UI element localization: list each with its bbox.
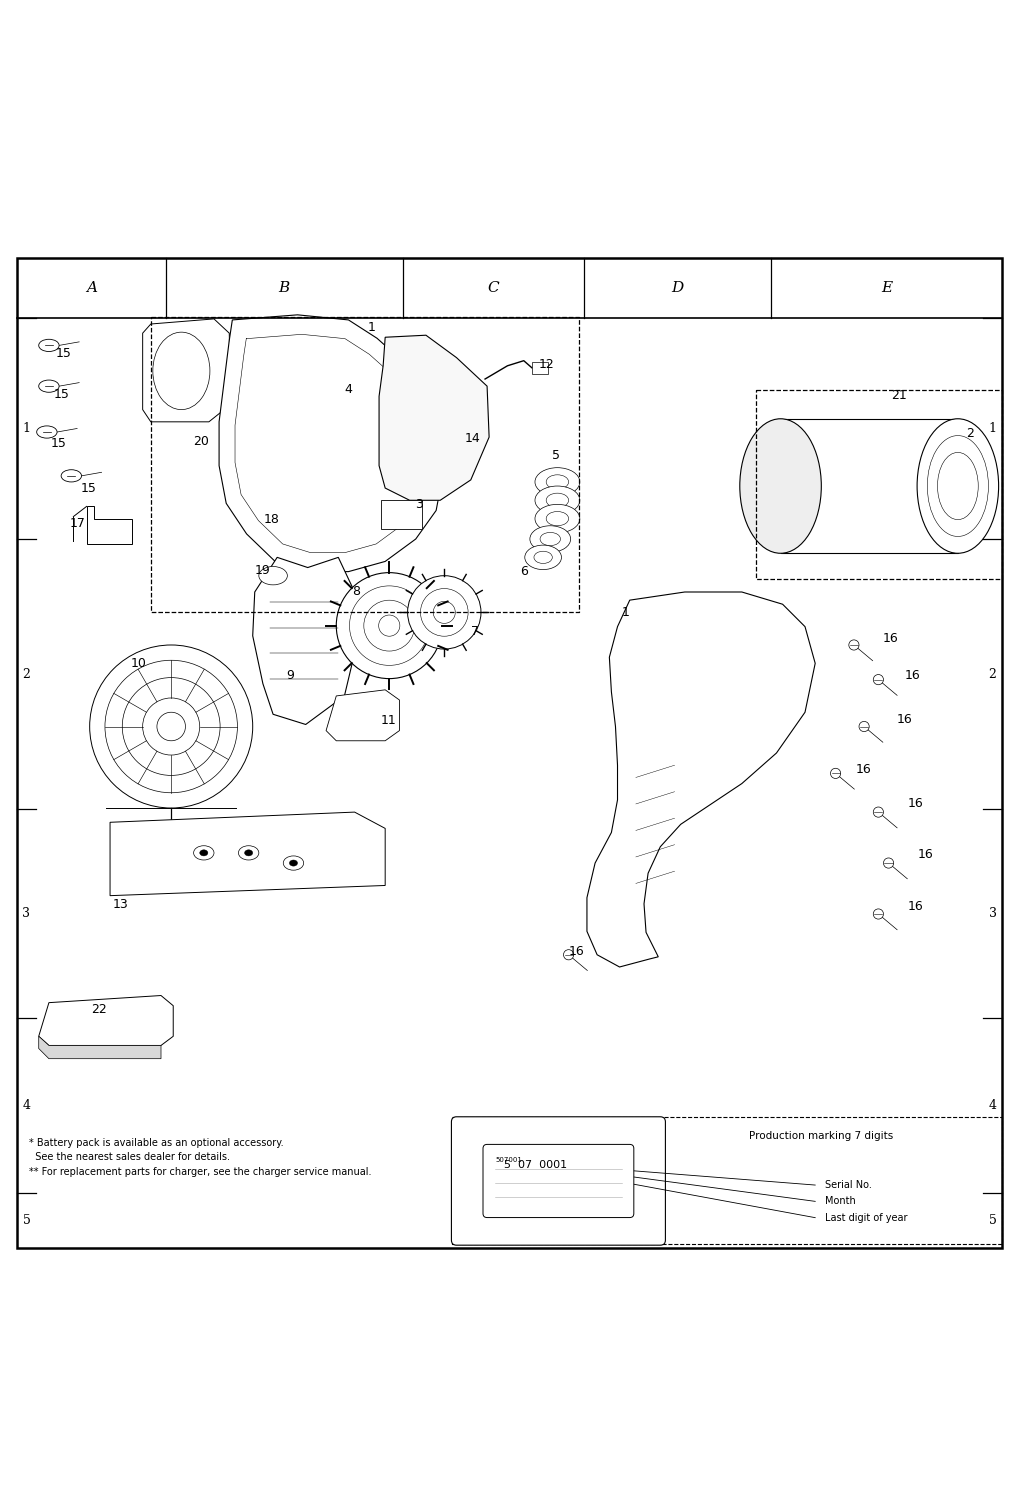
Polygon shape [39, 1036, 161, 1059]
Text: 17: 17 [69, 517, 86, 530]
Text: 12: 12 [538, 358, 554, 372]
Ellipse shape [259, 566, 287, 584]
Ellipse shape [849, 640, 859, 651]
Text: 2: 2 [966, 426, 974, 440]
Text: ** For replacement parts for charger, see the charger service manual.: ** For replacement parts for charger, se… [29, 1167, 371, 1176]
Text: 18: 18 [264, 514, 280, 526]
Text: 16: 16 [897, 712, 913, 726]
Text: 3: 3 [988, 907, 997, 920]
Text: 5: 5 [988, 1214, 997, 1227]
Ellipse shape [830, 768, 841, 779]
Text: 5: 5 [22, 1214, 31, 1227]
Text: 1: 1 [622, 605, 630, 619]
Ellipse shape [37, 426, 57, 438]
Ellipse shape [740, 419, 821, 553]
Polygon shape [253, 557, 355, 724]
Text: 10: 10 [130, 657, 147, 670]
Ellipse shape [530, 526, 571, 553]
Text: 3: 3 [415, 498, 423, 511]
Ellipse shape [873, 910, 883, 919]
Text: 19: 19 [255, 565, 271, 577]
Bar [381, 500, 422, 529]
Ellipse shape [408, 575, 481, 649]
FancyBboxPatch shape [483, 1145, 634, 1217]
Text: 7: 7 [471, 625, 479, 639]
Ellipse shape [564, 950, 574, 959]
Polygon shape [781, 419, 958, 553]
Text: 16: 16 [907, 798, 923, 810]
Text: 11: 11 [380, 714, 396, 727]
Text: * Battery pack is available as an optional accessory.: * Battery pack is available as an option… [29, 1139, 283, 1148]
Text: E: E [881, 280, 892, 295]
Text: 2: 2 [988, 667, 997, 681]
Polygon shape [587, 592, 815, 967]
Ellipse shape [525, 545, 561, 569]
Text: 15: 15 [51, 437, 67, 450]
Ellipse shape [289, 860, 298, 866]
Text: 1: 1 [368, 321, 376, 333]
FancyBboxPatch shape [451, 1117, 665, 1245]
Ellipse shape [873, 807, 883, 818]
Ellipse shape [245, 849, 253, 855]
Text: Serial No.: Serial No. [825, 1181, 872, 1190]
Polygon shape [143, 319, 230, 422]
Text: Month: Month [825, 1196, 856, 1206]
Text: See the nearest sales dealer for details.: See the nearest sales dealer for details… [29, 1152, 229, 1163]
Text: 16: 16 [882, 633, 899, 646]
Text: Last digit of year: Last digit of year [825, 1212, 908, 1223]
Text: 5: 5 [552, 449, 560, 462]
Ellipse shape [336, 572, 442, 679]
Polygon shape [110, 812, 385, 896]
Text: 2: 2 [22, 667, 31, 681]
Ellipse shape [535, 505, 580, 533]
Ellipse shape [873, 675, 883, 685]
Text: 5  07  0001: 5 07 0001 [504, 1160, 568, 1170]
Text: 16: 16 [907, 901, 923, 913]
Ellipse shape [859, 721, 869, 732]
Polygon shape [326, 690, 399, 741]
Text: 15: 15 [81, 482, 97, 494]
Ellipse shape [200, 849, 208, 855]
Text: Production marking 7 digits: Production marking 7 digits [749, 1131, 894, 1142]
Text: D: D [672, 280, 684, 295]
Text: 4: 4 [344, 383, 353, 396]
Ellipse shape [39, 380, 59, 392]
Polygon shape [379, 336, 489, 500]
Text: 8: 8 [352, 586, 360, 598]
Text: 9: 9 [286, 669, 294, 682]
Text: 6: 6 [520, 565, 528, 578]
Ellipse shape [917, 419, 999, 553]
Text: A: A [87, 280, 97, 295]
Polygon shape [87, 506, 132, 544]
Text: C: C [487, 280, 499, 295]
Text: 15: 15 [55, 346, 71, 360]
Ellipse shape [535, 486, 580, 515]
Text: 14: 14 [465, 432, 481, 444]
Text: 3: 3 [22, 907, 31, 920]
Ellipse shape [883, 858, 894, 867]
Ellipse shape [39, 339, 59, 351]
Text: 16: 16 [855, 764, 871, 776]
Text: 16: 16 [905, 669, 921, 682]
Text: 15: 15 [53, 389, 69, 401]
Text: 1: 1 [988, 422, 997, 435]
Text: 4: 4 [988, 1099, 997, 1111]
Text: 20: 20 [193, 435, 209, 447]
Text: 4: 4 [22, 1099, 31, 1111]
Text: 1: 1 [22, 422, 31, 435]
Text: 16: 16 [917, 848, 933, 861]
Bar [532, 361, 548, 373]
Ellipse shape [535, 468, 580, 495]
Text: 21: 21 [891, 389, 907, 402]
Ellipse shape [90, 645, 253, 809]
Text: B: B [278, 280, 290, 295]
Text: 22: 22 [91, 1003, 107, 1017]
Polygon shape [219, 315, 444, 572]
Text: 507001: 507001 [495, 1157, 522, 1163]
Text: 13: 13 [112, 899, 128, 911]
Text: 16: 16 [569, 946, 585, 958]
Ellipse shape [61, 470, 82, 482]
Polygon shape [39, 995, 173, 1045]
